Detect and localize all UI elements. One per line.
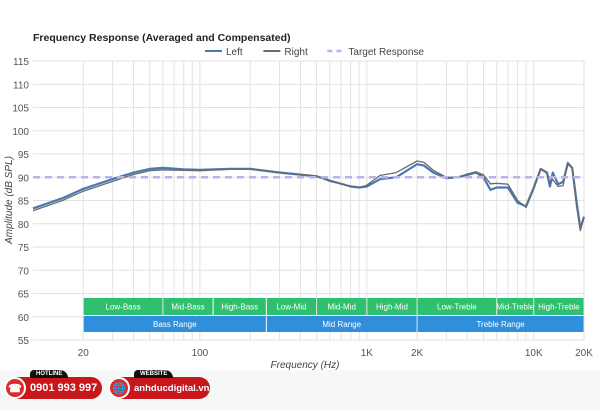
x-tick-label: 20K xyxy=(575,348,593,359)
band-high-mid xyxy=(367,298,417,315)
y-tick-label: 90 xyxy=(18,173,30,184)
legend-label: Left xyxy=(226,47,243,58)
y-axis-label: Amplitude (dB SPL) xyxy=(4,156,15,245)
frequency-response-chart: Frequency Response (Averaged and Compens… xyxy=(4,32,593,370)
band-label: Mid Range xyxy=(322,320,361,329)
band-label: Bass Range xyxy=(153,320,197,329)
x-tick-label: 100 xyxy=(192,348,209,359)
band-low-bass xyxy=(83,298,163,315)
x-tick-label: 1K xyxy=(361,348,374,359)
y-tick-label: 110 xyxy=(13,80,29,91)
y-tick-label: 75 xyxy=(18,243,30,254)
band-label: High-Bass xyxy=(221,303,258,312)
globe-icon: 🌐 xyxy=(108,377,130,399)
x-tick-label: 20 xyxy=(78,348,90,359)
website-url: anhducdigital.vn xyxy=(134,382,210,394)
band-label: Treble Range xyxy=(476,320,525,329)
x-tick-label: 10K xyxy=(525,348,543,359)
series-line-left xyxy=(32,162,586,230)
y-tick-label: 65 xyxy=(18,290,30,301)
x-tick-label: 2K xyxy=(411,348,424,359)
hotline-number: 0901 993 997 xyxy=(30,382,98,394)
band-mid-bass xyxy=(163,298,213,315)
hotline-badge[interactable]: HOTLINE ☎ 0901 993 997 xyxy=(4,370,102,399)
band-label: High-Treble xyxy=(538,303,580,312)
legend-label: Target Response xyxy=(348,47,424,58)
phone-icon: ☎ xyxy=(4,377,26,399)
band-label: Mid-Mid xyxy=(327,303,355,312)
chart-title: Frequency Response (Averaged and Compens… xyxy=(33,32,291,44)
band-mid-mid xyxy=(317,298,367,315)
y-tick-label: 80 xyxy=(18,220,30,231)
website-label: WEBSITE xyxy=(134,370,174,378)
band-low-treble xyxy=(417,298,497,315)
band-label: Low-Treble xyxy=(437,303,477,312)
band-high-treble xyxy=(534,298,584,315)
band-mid-range xyxy=(266,316,417,332)
band-label: Low-Mid xyxy=(276,303,306,312)
y-tick-label: 60 xyxy=(18,313,30,324)
legend: Left Right Target Response xyxy=(205,47,424,58)
band-label: Low-Bass xyxy=(106,303,141,312)
band-label: High-Mid xyxy=(376,303,408,312)
y-tick-label: 85 xyxy=(18,197,30,208)
x-axis-label: Frequency (Hz) xyxy=(271,360,340,370)
y-tick-label: 95 xyxy=(18,150,30,161)
hotline-label: HOTLINE xyxy=(30,370,69,378)
legend-label: Right xyxy=(284,47,308,58)
band-high-bass xyxy=(213,298,266,315)
y-tick-label: 115 xyxy=(13,57,29,68)
band-bass-range xyxy=(83,316,266,332)
band-treble-range xyxy=(417,316,584,332)
band-label: Mid-Bass xyxy=(171,303,204,312)
band-mid-treble xyxy=(497,298,534,315)
y-tick-label: 55 xyxy=(18,336,30,347)
band-low-mid xyxy=(266,298,317,315)
footer: HOTLINE ☎ 0901 993 997 WEBSITE 🌐 anhducd… xyxy=(0,370,600,410)
series-line-right xyxy=(32,160,585,232)
y-tick-label: 100 xyxy=(12,127,29,138)
y-tick-label: 70 xyxy=(18,266,30,277)
band-label: Mid-Treble xyxy=(496,303,534,312)
y-tick-label: 105 xyxy=(12,104,29,115)
website-badge[interactable]: WEBSITE 🌐 anhducdigital.vn xyxy=(108,370,210,399)
